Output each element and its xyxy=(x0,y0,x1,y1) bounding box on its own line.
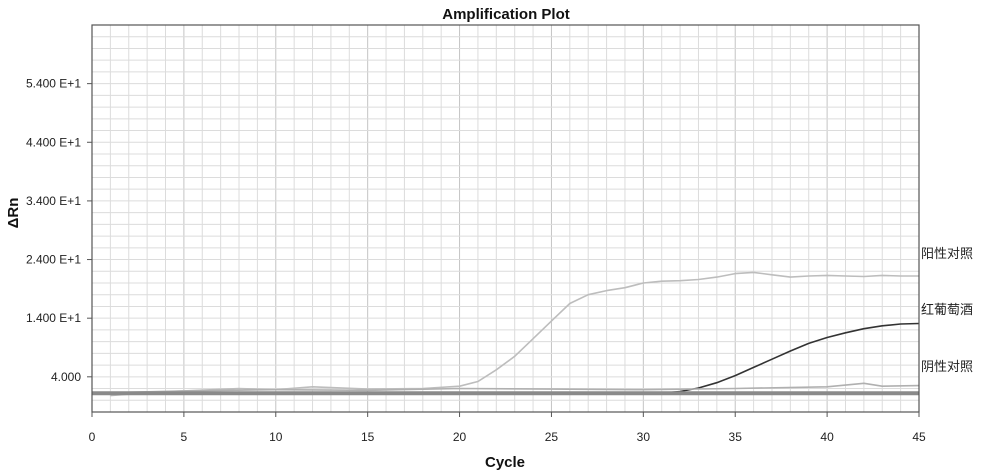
tick-labels: 0 5 10 15 20 25 30 35 40 45 4.000 1.400 E+1 2.400 E+… xyxy=(26,77,926,444)
x-tick-label: 20 xyxy=(453,430,467,444)
x-tick-label: 40 xyxy=(820,430,834,444)
series-line xyxy=(91,382,920,394)
series-label: 阳性对照 xyxy=(921,247,973,262)
x-tick-label: 10 xyxy=(269,430,283,444)
y-tick-label: 3.400 E+1 xyxy=(26,194,81,208)
series-layer xyxy=(91,271,920,397)
x-tick-label: 45 xyxy=(912,430,926,444)
x-tick-label: 30 xyxy=(637,430,651,444)
x-tick-label: 0 xyxy=(89,430,96,444)
series-label: 阴性对照 xyxy=(921,360,973,375)
series-line xyxy=(661,322,920,394)
y-tick-label: 2.400 E+1 xyxy=(26,253,81,267)
x-tick-label: 35 xyxy=(729,430,743,444)
y-tick-label: 1.400 E+1 xyxy=(26,311,81,325)
x-tick-label: 5 xyxy=(181,430,188,444)
y-axis-label: ΔRn xyxy=(5,198,22,229)
y-tick-label: 5.400 E+1 xyxy=(26,77,81,91)
chart-title: Amplification Plot xyxy=(442,6,570,23)
x-tick-label: 15 xyxy=(361,430,375,444)
series-line xyxy=(110,271,919,397)
plot-area-frame xyxy=(91,24,920,413)
series-label: 红葡萄酒 xyxy=(921,302,973,318)
y-tick-label: 4.000 xyxy=(51,370,81,384)
x-tick-label: 25 xyxy=(545,430,559,444)
y-tick-label: 4.400 E+1 xyxy=(26,135,81,149)
x-axis-label: Cycle xyxy=(485,454,525,471)
